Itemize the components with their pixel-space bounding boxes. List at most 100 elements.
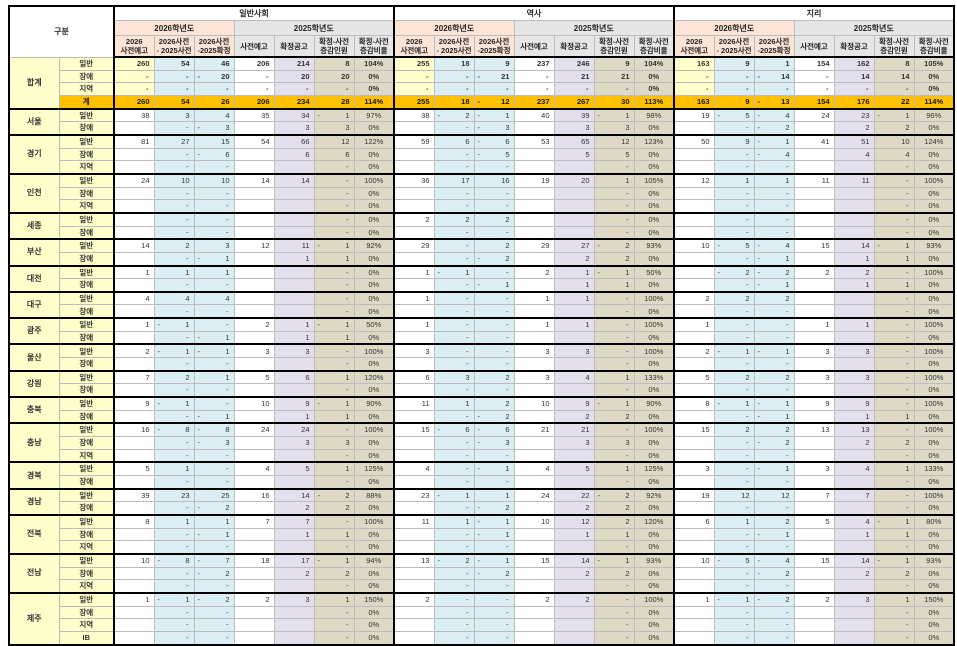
data-cell: 1 — [673, 591, 715, 607]
data-cell: 2 — [833, 264, 875, 280]
data-cell — [513, 605, 555, 620]
data-cell: 120% — [633, 513, 675, 529]
row-type-cell: 계 — [58, 94, 115, 110]
data-cell: - — [593, 540, 635, 555]
data-cell: 40 — [513, 107, 555, 123]
data-cell: - — [713, 448, 755, 463]
row-type-cell: 일반 — [58, 591, 115, 607]
data-cell: 9 — [473, 56, 515, 71]
data-cell: - — [193, 225, 235, 240]
data-cell: - — [753, 579, 795, 594]
data-cell: - — [593, 330, 635, 345]
column-header: 확정-사전 증감인원 — [873, 35, 915, 58]
data-cell: - — [473, 264, 515, 280]
data-cell — [113, 121, 155, 136]
data-cell: 7 — [833, 487, 875, 503]
data-cell: 10 — [513, 396, 555, 411]
data-cell: -1 — [433, 487, 475, 503]
data-cell: 0% — [353, 82, 395, 96]
data-cell: -21 — [473, 69, 515, 84]
data-cell: 18 — [433, 56, 475, 71]
data-cell: - — [433, 147, 475, 162]
data-cell: 8 — [313, 56, 355, 71]
data-cell: - — [393, 69, 435, 84]
data-cell: 16 — [473, 172, 515, 188]
data-cell: 125% — [633, 461, 675, 477]
data-cell: 1 — [393, 317, 435, 332]
data-cell: -2 — [473, 409, 515, 424]
data-cell: 2 — [593, 513, 635, 529]
data-cell — [833, 160, 875, 175]
data-cell: - — [473, 579, 515, 594]
data-cell: 114% — [913, 94, 955, 110]
data-cell — [513, 409, 555, 424]
data-cell: 1 — [553, 264, 595, 280]
data-cell: 24 — [113, 172, 155, 188]
data-cell — [673, 527, 715, 542]
data-cell: - — [873, 618, 915, 632]
data-cell: 123% — [633, 133, 675, 149]
row-type-cell: 장애 — [58, 225, 115, 240]
row-type-cell: 일반 — [58, 172, 115, 188]
data-cell: 4 — [833, 147, 875, 162]
data-cell: - — [473, 630, 515, 646]
data-cell — [673, 330, 715, 345]
data-cell — [833, 199, 875, 214]
data-cell: 104% — [353, 56, 395, 71]
data-cell: 54 — [153, 94, 195, 110]
data-cell: - — [753, 501, 795, 516]
region-cell: 세종 — [8, 211, 60, 240]
data-cell: 0% — [913, 211, 955, 227]
data-cell: 3 — [593, 121, 635, 136]
data-cell: 2 — [433, 211, 475, 227]
data-cell — [793, 409, 835, 424]
data-cell: - — [873, 225, 915, 240]
data-cell: 0% — [633, 357, 675, 372]
row-type-cell: 장애 — [58, 186, 115, 201]
data-cell: -1 — [713, 591, 755, 607]
data-cell: -3 — [473, 121, 515, 136]
data-cell: - — [193, 474, 235, 490]
data-cell — [673, 304, 715, 319]
data-cell: 2 — [793, 591, 835, 607]
data-cell: - — [193, 383, 235, 398]
data-cell — [113, 330, 155, 345]
data-cell: 26 — [193, 94, 235, 110]
data-cell: -2 — [193, 591, 235, 607]
data-cell: - — [753, 199, 795, 214]
data-cell — [793, 304, 835, 319]
data-cell: - — [153, 121, 195, 136]
data-cell: 19 — [513, 172, 555, 188]
data-cell — [513, 527, 555, 542]
data-cell: 0% — [913, 290, 955, 306]
data-cell: 3 — [393, 343, 435, 359]
data-cell: 0% — [633, 82, 675, 96]
data-cell: 7 — [793, 487, 835, 503]
data-cell: -2 — [713, 264, 755, 280]
data-cell: 92% — [353, 238, 395, 253]
data-cell: 38 — [393, 107, 435, 123]
data-cell — [233, 186, 275, 201]
data-cell: 23 — [393, 487, 435, 503]
data-cell: 14 — [273, 487, 315, 503]
data-cell: 100% — [633, 591, 675, 607]
data-cell: - — [833, 82, 875, 96]
data-cell: 1 — [553, 278, 595, 293]
data-cell: 0% — [913, 199, 955, 214]
data-cell: 2 — [153, 238, 195, 253]
data-cell: - — [473, 343, 515, 359]
data-cell: - — [433, 69, 475, 84]
data-cell: 2 — [593, 501, 635, 516]
data-cell: 14 — [113, 238, 155, 253]
data-cell: 4 — [233, 461, 275, 477]
data-cell — [113, 304, 155, 319]
data-cell: 15 — [673, 422, 715, 438]
data-cell — [273, 579, 315, 594]
data-cell: 10 — [233, 396, 275, 411]
data-cell: 12 — [713, 487, 755, 503]
data-cell: 0% — [913, 566, 955, 581]
data-cell: 100% — [353, 172, 395, 188]
data-cell: - — [473, 330, 515, 345]
data-cell — [273, 618, 315, 632]
data-cell: - — [473, 474, 515, 490]
